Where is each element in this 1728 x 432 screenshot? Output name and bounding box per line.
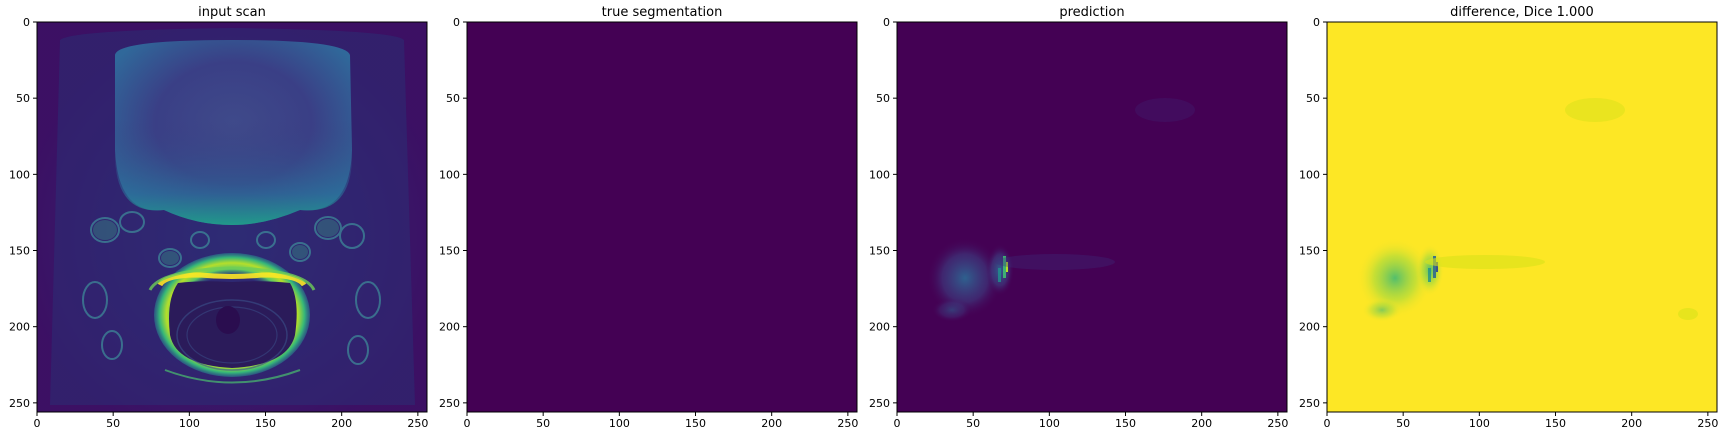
panel-difference: difference, Dice 1.000: [1327, 5, 1717, 412]
y-tick-label: 250: [1299, 397, 1320, 410]
x-tick-label: 200: [761, 417, 782, 430]
panel-title: difference, Dice 1.000: [1450, 5, 1594, 20]
axes-frame: [1326, 21, 1718, 413]
y-tick-label: 0: [1313, 16, 1320, 29]
y-tick-label: 0: [23, 16, 30, 29]
panel-title: prediction: [1059, 5, 1124, 20]
axes-frame: [466, 21, 858, 413]
y-tick-label: 250: [439, 397, 460, 410]
axes-3: 0 50 100 150 200 250 0 50 100 150 200 250: [1299, 16, 1718, 430]
y-tick-label: 50: [16, 92, 30, 105]
y-tick-label: 100: [9, 168, 30, 181]
x-tick-label: 100: [1039, 417, 1060, 430]
y-tick-label: 150: [1299, 245, 1320, 258]
y-tick-label: 100: [869, 168, 890, 181]
x-tick-label: 0: [894, 417, 901, 430]
y-tick-label: 50: [1306, 92, 1320, 105]
x-tick-label: 150: [685, 417, 706, 430]
x-tick-label: 0: [1324, 417, 1331, 430]
x-tick-label: 200: [1191, 417, 1212, 430]
x-tick-label: 150: [1115, 417, 1136, 430]
y-tick-label: 150: [9, 245, 30, 258]
x-tick-label: 100: [179, 417, 200, 430]
prediction-image: [897, 22, 1287, 412]
y-tick-label: 100: [1299, 168, 1320, 181]
panel-title: input scan: [198, 5, 266, 20]
y-tick-label: 200: [869, 321, 890, 334]
y-tick-label: 0: [883, 16, 890, 29]
x-tick-label: 200: [1621, 417, 1642, 430]
y-tick-label: 100: [439, 168, 460, 181]
panel-input-scan: input scan: [37, 5, 427, 412]
difference-image: [1327, 22, 1717, 412]
y-tick-label: 250: [869, 397, 890, 410]
x-tick-label: 250: [837, 417, 858, 430]
y-tick-label: 250: [9, 397, 30, 410]
y-tick-label: 200: [9, 321, 30, 334]
input-scan-image: [37, 22, 427, 412]
x-tick-label: 50: [536, 417, 550, 430]
x-tick-label: 100: [1469, 417, 1490, 430]
y-tick-label: 0: [453, 16, 460, 29]
y-tick-label: 50: [446, 92, 460, 105]
axes-frame: [896, 21, 1288, 413]
x-tick-label: 150: [255, 417, 276, 430]
x-tick-label: 50: [106, 417, 120, 430]
x-tick-label: 50: [966, 417, 980, 430]
x-tick-label: 250: [1267, 417, 1288, 430]
axes-0: 0 50 100 150 200 250 0 50 100 150 200 250: [9, 16, 428, 430]
x-tick-label: 200: [331, 417, 352, 430]
panel-title: true segmentation: [602, 5, 723, 20]
y-tick-label: 200: [1299, 321, 1320, 334]
x-tick-label: 250: [1697, 417, 1718, 430]
x-tick-label: 250: [407, 417, 428, 430]
y-tick-label: 50: [876, 92, 890, 105]
axes-2: 0 50 100 150 200 250 0 50 100 150 200 250: [869, 16, 1288, 430]
panel-prediction: prediction: [897, 5, 1287, 412]
x-tick-label: 150: [1545, 417, 1566, 430]
y-tick-label: 150: [439, 245, 460, 258]
x-tick-label: 50: [1396, 417, 1410, 430]
x-tick-label: 0: [34, 417, 41, 430]
true-segmentation-image: [467, 22, 857, 412]
axes-1: 0 50 100 150 200 250 0 50 100 150 200 250: [439, 16, 858, 430]
y-tick-label: 200: [439, 321, 460, 334]
x-tick-label: 100: [609, 417, 630, 430]
panel-true-segmentation: true segmentation: [467, 5, 857, 412]
y-tick-label: 150: [869, 245, 890, 258]
x-tick-label: 0: [464, 417, 471, 430]
axes-frame: [36, 21, 428, 413]
